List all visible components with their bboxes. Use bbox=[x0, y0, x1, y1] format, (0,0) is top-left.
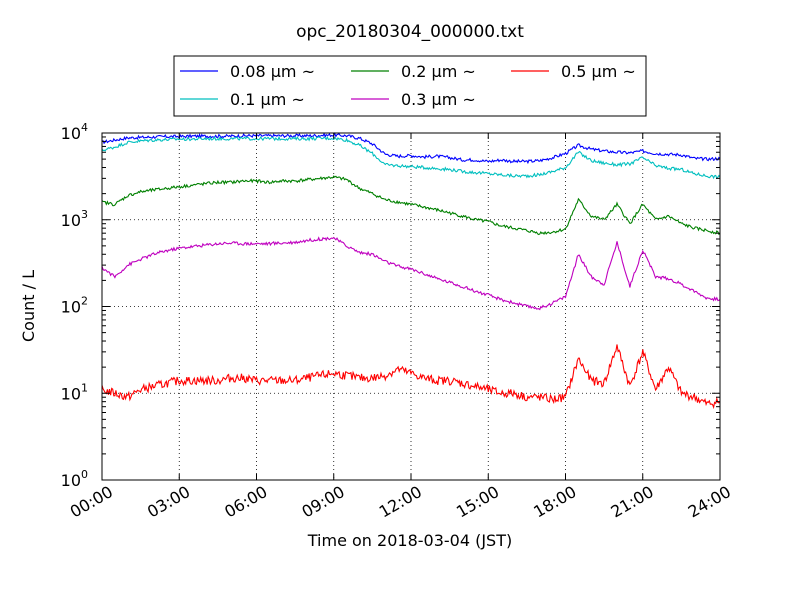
series-line bbox=[101, 236, 721, 311]
legend-label: 0.08 μm ~ bbox=[230, 62, 315, 81]
x-tick-label: 24:00 bbox=[685, 482, 734, 522]
y-tick-label: 100 bbox=[61, 468, 88, 490]
x-tick-label: 18:00 bbox=[530, 482, 579, 522]
x-tick-label: 09:00 bbox=[298, 482, 347, 522]
y-tick-label: 101 bbox=[61, 381, 88, 403]
x-tick-label: 12:00 bbox=[376, 482, 425, 522]
x-tick-label: 21:00 bbox=[607, 482, 656, 522]
series-line bbox=[101, 132, 721, 165]
legend-label: 0.5 μm ~ bbox=[561, 62, 636, 81]
x-tick-label: 06:00 bbox=[221, 482, 270, 522]
legend-label: 0.1 μm ~ bbox=[230, 90, 305, 109]
legend: 0.08 μm ~ 0.1 μm ~ 0.2 μm ~ 0.3 μm ~ 0.5 μm … bbox=[173, 55, 647, 117]
legend-label: 0.2 μm ~ bbox=[401, 62, 476, 81]
x-axis-ticks: 00:00 03:00 06:00 09:00 12:00 15:00 18:00 21:00… bbox=[67, 133, 734, 522]
grid bbox=[102, 133, 720, 480]
y-axis-ticks: 100 101 102 103 104 bbox=[61, 121, 720, 490]
series-line bbox=[101, 135, 721, 180]
series-lines bbox=[101, 132, 721, 410]
x-tick-label: 03:00 bbox=[144, 482, 193, 522]
y-axis-label: Count / L bbox=[19, 270, 38, 342]
y-tick-label: 103 bbox=[61, 208, 88, 230]
series-line bbox=[101, 175, 721, 236]
x-tick-label: 15:00 bbox=[453, 482, 502, 522]
x-axis-label: Time on 2018-03-04 (JST) bbox=[307, 531, 512, 550]
legend-label: 0.3 μm ~ bbox=[401, 90, 476, 109]
legend-frame bbox=[173, 55, 647, 117]
series-line bbox=[101, 344, 721, 410]
y-tick-label: 102 bbox=[61, 295, 88, 317]
chart-title: opc_20180304_000000.txt bbox=[296, 22, 524, 42]
y-tick-label: 104 bbox=[61, 121, 88, 143]
